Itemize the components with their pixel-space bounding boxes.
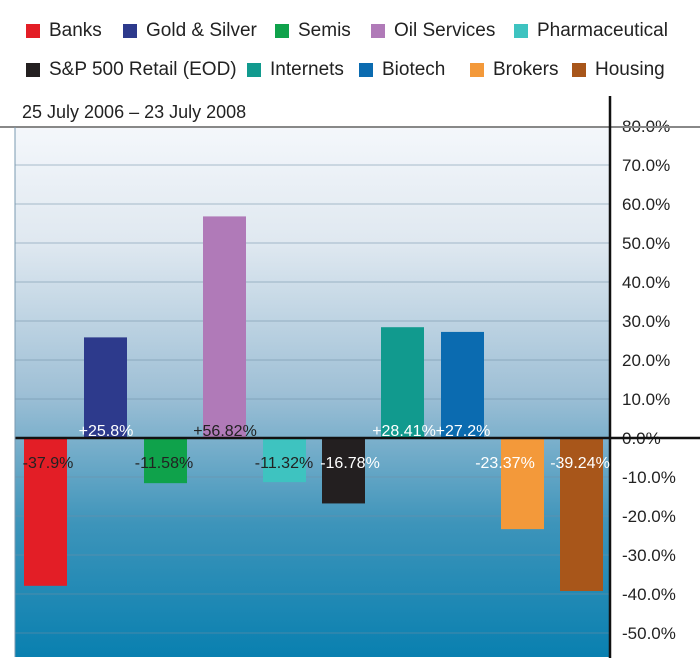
value-label-banks: -37.9% — [23, 455, 74, 472]
legend-label: S&P 500 Retail (EOD) — [49, 59, 237, 80]
legend-swatch — [359, 63, 373, 77]
value-label-housing: -39.24% — [550, 455, 610, 472]
legend-label: Pharmaceutical — [537, 20, 668, 41]
legend-item-internets: Internets — [247, 59, 344, 81]
y-tick-label: 20.0% — [622, 351, 670, 370]
legend-swatch — [275, 24, 289, 38]
bar-oil-services — [203, 216, 246, 438]
legend-swatch — [123, 24, 137, 38]
y-tick-label: -10.0% — [622, 468, 676, 487]
legend-swatch — [572, 63, 586, 77]
legend-label: Brokers — [493, 59, 559, 80]
bar-internets — [381, 327, 424, 438]
legend-swatch — [514, 24, 528, 38]
legend-swatch — [26, 24, 40, 38]
y-tick-label: 50.0% — [622, 234, 670, 253]
legend-swatch — [470, 63, 484, 77]
y-tick-label: 10.0% — [622, 390, 670, 409]
y-tick-label: -50.0% — [622, 624, 676, 643]
bar-housing — [560, 438, 603, 592]
legend-label: Semis — [298, 20, 351, 41]
bar-banks — [24, 438, 67, 586]
legend-swatch — [26, 63, 40, 77]
y-tick-label: 40.0% — [622, 273, 670, 292]
legend-label: Banks — [49, 20, 102, 41]
chart-subtitle: 25 July 2006 – 23 July 2008 — [22, 102, 246, 122]
bar-gold-and-silver — [84, 337, 127, 438]
legend-swatch — [371, 24, 385, 38]
legend-item-biotech: Biotech — [359, 59, 445, 81]
legend-label: Gold & Silver — [146, 20, 257, 41]
bar-semis — [144, 438, 187, 484]
value-label-brokers: -23.37% — [475, 455, 535, 472]
y-tick-label: 70.0% — [622, 156, 670, 175]
y-tick-label: -20.0% — [622, 507, 676, 526]
y-tick-label: 30.0% — [622, 312, 670, 331]
value-label-internets: +28.41% — [372, 423, 436, 440]
value-label-sandp-500-retail-eod: -16.78% — [320, 455, 380, 472]
legend-item-housing: Housing — [572, 59, 665, 81]
value-label-semis: -11.58% — [135, 455, 193, 472]
legend-label: Internets — [270, 59, 344, 80]
legend-item-sandp-500-retail-eod: S&P 500 Retail (EOD) — [26, 59, 237, 81]
legend-item-gold-and-silver: Gold & Silver — [123, 20, 257, 42]
bar-sandp-500-retail-eod — [322, 438, 365, 504]
bar-biotech — [441, 331, 484, 438]
y-tick-label: -40.0% — [622, 585, 676, 604]
y-tick-label: -30.0% — [622, 546, 676, 565]
value-label-gold-and-silver: +25.8% — [79, 423, 134, 440]
legend-swatch — [247, 63, 261, 77]
legend-item-banks: Banks — [26, 20, 102, 42]
legend-item-semis: Semis — [275, 20, 351, 42]
value-label-oil-services: +56.82% — [193, 423, 257, 440]
y-tick-label: 60.0% — [622, 195, 670, 214]
value-label-pharmaceutical: -11.32% — [255, 455, 313, 472]
chart-legend: Banks Gold & Silver Semis Oil Services Pharm… — [0, 0, 700, 94]
subtitle-band — [0, 96, 609, 126]
value-label-biotech: +27.2% — [436, 423, 491, 440]
legend-item-oil-services: Oil Services — [371, 20, 495, 42]
legend-label: Housing — [595, 59, 665, 80]
legend-label: Oil Services — [394, 20, 496, 41]
legend-item-pharmaceutical: Pharmaceutical — [514, 20, 668, 42]
bar-brokers — [501, 438, 544, 530]
legend-label: Biotech — [382, 59, 446, 80]
legend-item-brokers: Brokers — [470, 59, 558, 81]
bar-pharmaceutical — [263, 438, 306, 483]
